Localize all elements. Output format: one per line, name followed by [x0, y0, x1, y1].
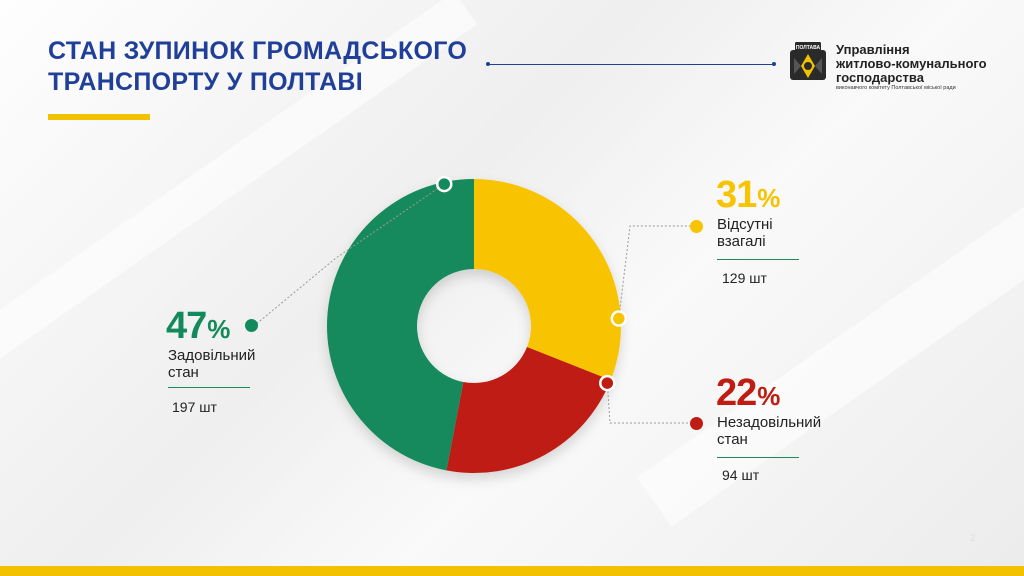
donut-slice-satisfactory [326, 179, 474, 471]
count-label-satisfactory: 197 шт [172, 399, 217, 415]
legend-dot-unsatisfactory [690, 417, 703, 430]
title-underline [48, 114, 150, 120]
slice-marker-satisfactory [435, 175, 453, 193]
header-divider-line [488, 64, 774, 65]
count-label-unsatisfactory: 94 шт [722, 467, 760, 483]
label-separator [717, 259, 799, 260]
category-label-unsatisfactory: Незадовільний стан [717, 414, 847, 448]
percent-label-satisfactory: 47% [166, 305, 230, 347]
org-name-line-2: житлово-комунального [836, 56, 987, 71]
title-line-1: СТАН ЗУПИНОК ГРОМАДСЬКОГО [48, 37, 468, 65]
slice-marker-absent [610, 310, 628, 327]
category-label-absent: Відсутні взагалі [717, 216, 847, 250]
count-label-absent: 129 шт [722, 270, 767, 286]
percent-label-absent: 31% [716, 174, 780, 216]
donut-slice-absent [474, 179, 621, 381]
header-divider-dot [772, 62, 776, 66]
leader-line-absent [618, 225, 690, 319]
category-label-satisfactory: Задовільний стан [168, 347, 298, 381]
org-name-line-3: господарства [836, 70, 924, 85]
label-separator [717, 457, 799, 458]
slice-marker-unsatisfactory [599, 374, 616, 392]
org-subtitle: виконавчого комітету Полтавської міської… [836, 85, 956, 91]
org-name: Управління житлово-комунального господар… [836, 43, 987, 85]
leader-line-unsatisfactory [606, 383, 690, 424]
legend-dot-satisfactory [245, 319, 258, 332]
category-line-2-absent: взагалі [717, 233, 766, 250]
category-line-2-unsatisfactory: стан [717, 431, 748, 448]
page-title: СТАН ЗУПИНОК ГРОМАДСЬКОГО ТРАНСПОРТУ У П… [48, 36, 467, 98]
city-emblem-logo: ПОЛТАВА [790, 42, 826, 80]
category-line-1-absent: Відсутні [717, 216, 773, 233]
header-divider-dot [486, 62, 490, 66]
label-separator [168, 387, 250, 388]
logo-badge-text: ПОЛТАВА [796, 45, 821, 51]
footer-bar [0, 566, 1024, 576]
org-name-line-1: Управління [836, 42, 910, 57]
percent-label-unsatisfactory: 22% [716, 372, 780, 414]
percent-value-satisfactory: 47 [166, 305, 207, 347]
legend-dot-absent [690, 220, 703, 233]
donut-slice-unsatisfactory [446, 346, 611, 473]
category-line-1-satisfactory: Задовільний [168, 347, 256, 364]
leader-line-satisfactory [254, 183, 445, 326]
page-number: 2 [970, 533, 976, 544]
category-line-2-satisfactory: стан [168, 364, 199, 381]
percent-value-unsatisfactory: 22 [716, 372, 757, 414]
percent-value-absent: 31 [716, 174, 757, 216]
title-line-2: ТРАНСПОРТУ У ПОЛТАВІ [48, 68, 364, 96]
category-line-1-unsatisfactory: Незадовільний [717, 414, 822, 431]
